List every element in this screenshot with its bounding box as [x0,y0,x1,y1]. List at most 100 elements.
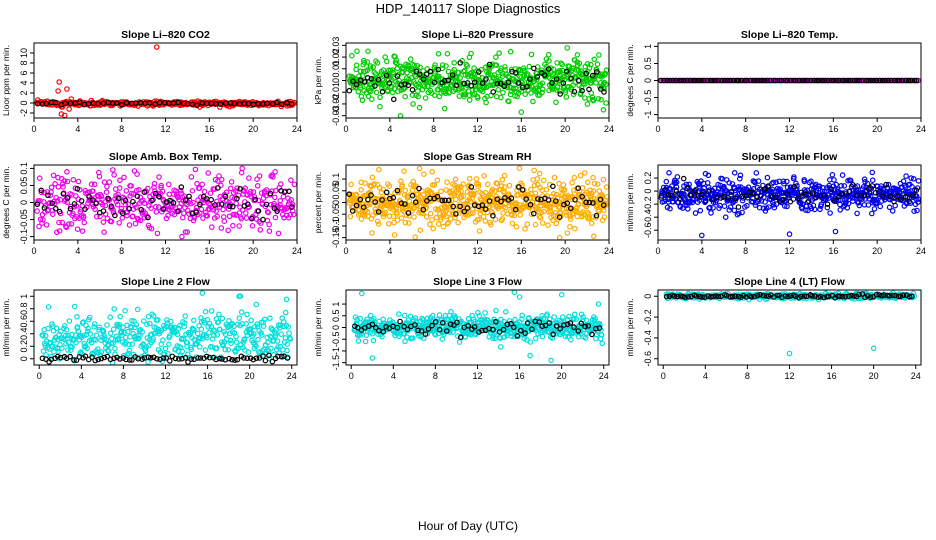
data-point [457,203,463,210]
data-point [248,317,254,324]
data-point [147,320,153,327]
data-point [508,195,515,202]
data-point [776,77,783,84]
data-point [494,180,501,187]
data-point [105,195,111,202]
data-point [450,203,457,210]
data-point [667,205,673,212]
panel-ylabel: degrees C per min. [625,44,635,116]
data-point [714,194,720,201]
data-point [825,77,831,84]
data-point [466,175,473,182]
data-point [434,177,441,184]
data-point [869,169,876,176]
data-point [731,207,738,214]
data-point [846,188,853,195]
data-point [593,69,600,75]
data-point [110,209,117,216]
data-point [390,96,397,103]
data-point [209,224,215,230]
data-point [665,192,672,198]
data-point [888,77,894,84]
data-point [674,174,681,180]
data-point [595,301,602,307]
data-point [435,221,442,227]
data-point [600,207,607,214]
data-point [553,87,560,93]
data-point [511,289,518,296]
y-tick-label: 0.6 [19,315,29,328]
data-point [864,180,871,187]
data-point [52,99,59,106]
data-point [557,91,564,97]
data-point [394,187,401,194]
data-point [507,48,514,55]
data-point [658,193,665,199]
data-point [493,62,500,68]
data-point [379,197,385,203]
data-point [489,210,496,216]
data-point [66,106,72,112]
data-point [390,194,397,201]
data-point [707,204,713,211]
y-tick-label: 0 [19,356,29,361]
data-point [265,209,272,216]
data-point [482,310,488,316]
y-tick-label: 0.05 [19,177,29,195]
data-point [742,77,748,84]
data-point [242,185,249,192]
x-tick-label: 20 [560,124,570,134]
data-point [439,62,446,68]
data-point [470,71,477,77]
data-point [443,213,449,220]
data-point [380,186,386,193]
data-point [212,202,218,208]
data-point [563,68,570,75]
data-point [818,201,825,208]
data-point [382,209,389,216]
data-point [500,210,506,216]
data-point [750,190,757,196]
data-point [254,183,261,189]
x-tick-label: 24 [599,371,609,381]
data-point [513,224,520,230]
data-point [710,196,716,203]
data-point [364,59,371,65]
data-point [575,67,582,74]
data-point [390,69,396,76]
data-point [55,88,61,94]
x-tick-label: 4 [79,371,84,381]
data-point [778,77,785,84]
data-point [222,193,229,200]
data-point [68,203,74,210]
data-point [275,230,282,237]
data-point [590,188,597,195]
data-point [745,184,752,191]
data-point [601,214,608,220]
data-point [71,201,78,207]
data-point [894,77,901,84]
data-point [192,166,199,173]
data-point [736,210,742,217]
data-point [532,221,539,228]
data-point [409,192,416,199]
data-point [41,205,48,211]
data-point [198,206,205,213]
panel-ylabel: kPa per min. [313,57,323,105]
data-point [43,100,50,107]
data-point [165,212,171,219]
data-point [884,184,891,191]
data-point [378,71,384,78]
data-point [93,200,99,207]
x-tick-label: 8 [431,246,436,256]
data-point [397,113,404,119]
data-point [455,219,461,226]
data-point [96,173,103,180]
data-point [410,101,416,107]
data-point [399,182,405,188]
data-point [215,185,221,191]
data-point [189,188,196,194]
x-tick-label: 16 [203,371,213,381]
data-point [511,212,518,219]
y-tick-label: 0 [643,189,653,194]
